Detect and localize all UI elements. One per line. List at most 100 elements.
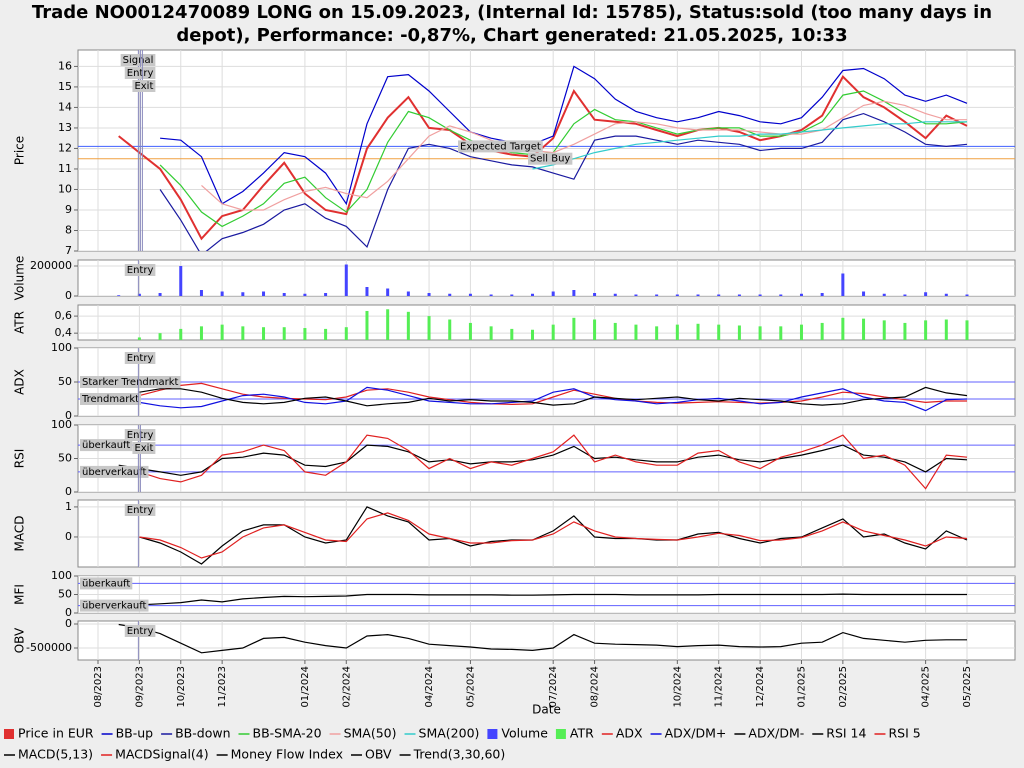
y-tick-label: 100 [51, 341, 72, 354]
legend-label: ADX [616, 726, 643, 741]
event-label: Entry [127, 353, 154, 364]
legend-swatch [4, 729, 14, 739]
bar [779, 294, 783, 296]
series-line [139, 382, 967, 406]
x-axis-label: Date [532, 703, 561, 717]
series-line [118, 593, 967, 606]
bar [903, 294, 907, 296]
y-tick-label: 1 [65, 500, 72, 513]
legend-label: ATR [570, 726, 594, 741]
event-label: Exit [134, 443, 153, 454]
x-tick-label: 01/2025 [796, 666, 807, 708]
y-axis-label: Volume [13, 256, 27, 301]
bar [717, 324, 721, 340]
reference-label: überverkauft [82, 467, 147, 478]
label-box [80, 599, 149, 612]
y-tick-label: 0 [65, 530, 72, 543]
label-box [124, 264, 156, 276]
bar [655, 294, 659, 296]
x-tick-label: 07/2024 [548, 666, 559, 708]
label-box [132, 80, 156, 92]
event-label: Signal [123, 55, 154, 66]
bar [262, 291, 266, 296]
label-box [132, 442, 156, 454]
legend-label: SMA(50) [344, 726, 397, 741]
x-tick-label: 02/2024 [341, 666, 352, 708]
event-label: Entry [127, 626, 154, 637]
bar [489, 326, 493, 340]
y-tick-label: 50 [58, 452, 72, 465]
legend-swatch [555, 729, 566, 739]
series-line [159, 112, 968, 251]
event-label: Entry [127, 68, 154, 79]
bar [199, 326, 203, 340]
y-tick-label: 7 [65, 244, 72, 257]
bar [820, 293, 824, 296]
legend-label: RSI 5 [888, 726, 920, 741]
bar [137, 337, 141, 340]
y-tick-label: 100 [51, 569, 72, 582]
bar [158, 333, 162, 340]
bar [324, 328, 328, 340]
y-tick-label: 0 [65, 606, 72, 619]
legend-label: Volume [501, 726, 548, 741]
bar [696, 323, 700, 340]
x-tick-label: 08/2024 [590, 666, 601, 708]
bar [862, 318, 866, 340]
series-line [532, 121, 967, 170]
legend-label: MACDSignal(4) [115, 747, 209, 762]
y-tick-label: 10 [58, 182, 72, 195]
bar [427, 316, 431, 340]
bar [882, 320, 886, 340]
label-box [80, 465, 149, 478]
bar [510, 328, 514, 340]
bar [634, 294, 638, 296]
bar [799, 293, 803, 296]
series-line [118, 75, 968, 241]
reference-label: Trendmarkt [81, 394, 139, 405]
bar [551, 324, 555, 340]
y-tick-label: 0 [65, 617, 72, 630]
y-tick-label: 9 [65, 203, 72, 216]
event-label: Entry [127, 265, 154, 276]
y-tick-label: 100 [51, 418, 72, 431]
panel [78, 348, 1015, 416]
series-line [118, 434, 968, 490]
bar [365, 287, 369, 296]
bar [613, 322, 617, 340]
series-line [139, 386, 968, 412]
label-box [528, 152, 573, 165]
plot-area [77, 49, 1016, 252]
legend-label: Money Flow Index [231, 747, 343, 762]
x-tick-label: 04/2025 [921, 666, 932, 708]
plot-area [77, 304, 1016, 341]
bar [924, 320, 928, 340]
bar [841, 273, 845, 296]
bar [448, 319, 452, 340]
y-axis-label: RSI [13, 449, 27, 469]
bar [489, 294, 493, 296]
bar [882, 293, 886, 296]
bar [117, 295, 121, 296]
bar [406, 291, 410, 296]
bar [303, 293, 307, 296]
x-tick-label: 09/2023 [134, 666, 145, 708]
bar [468, 293, 472, 296]
bar [241, 292, 245, 296]
x-tick-label: 10/2023 [176, 666, 187, 708]
bar [386, 309, 390, 340]
y-tick-label: 0 [65, 485, 72, 498]
label-box [120, 54, 156, 66]
bar [406, 311, 410, 340]
bar [758, 326, 762, 340]
legend-label: BB-up [116, 726, 154, 741]
legend-label: Price in EUR [18, 726, 94, 741]
bar [386, 288, 390, 296]
bar [841, 317, 845, 340]
legend-label: OBV [365, 747, 392, 762]
bar [944, 293, 948, 296]
y-tick-label: 11 [58, 162, 72, 175]
reference-label: Expected Target [460, 141, 541, 152]
label-box [458, 140, 543, 153]
